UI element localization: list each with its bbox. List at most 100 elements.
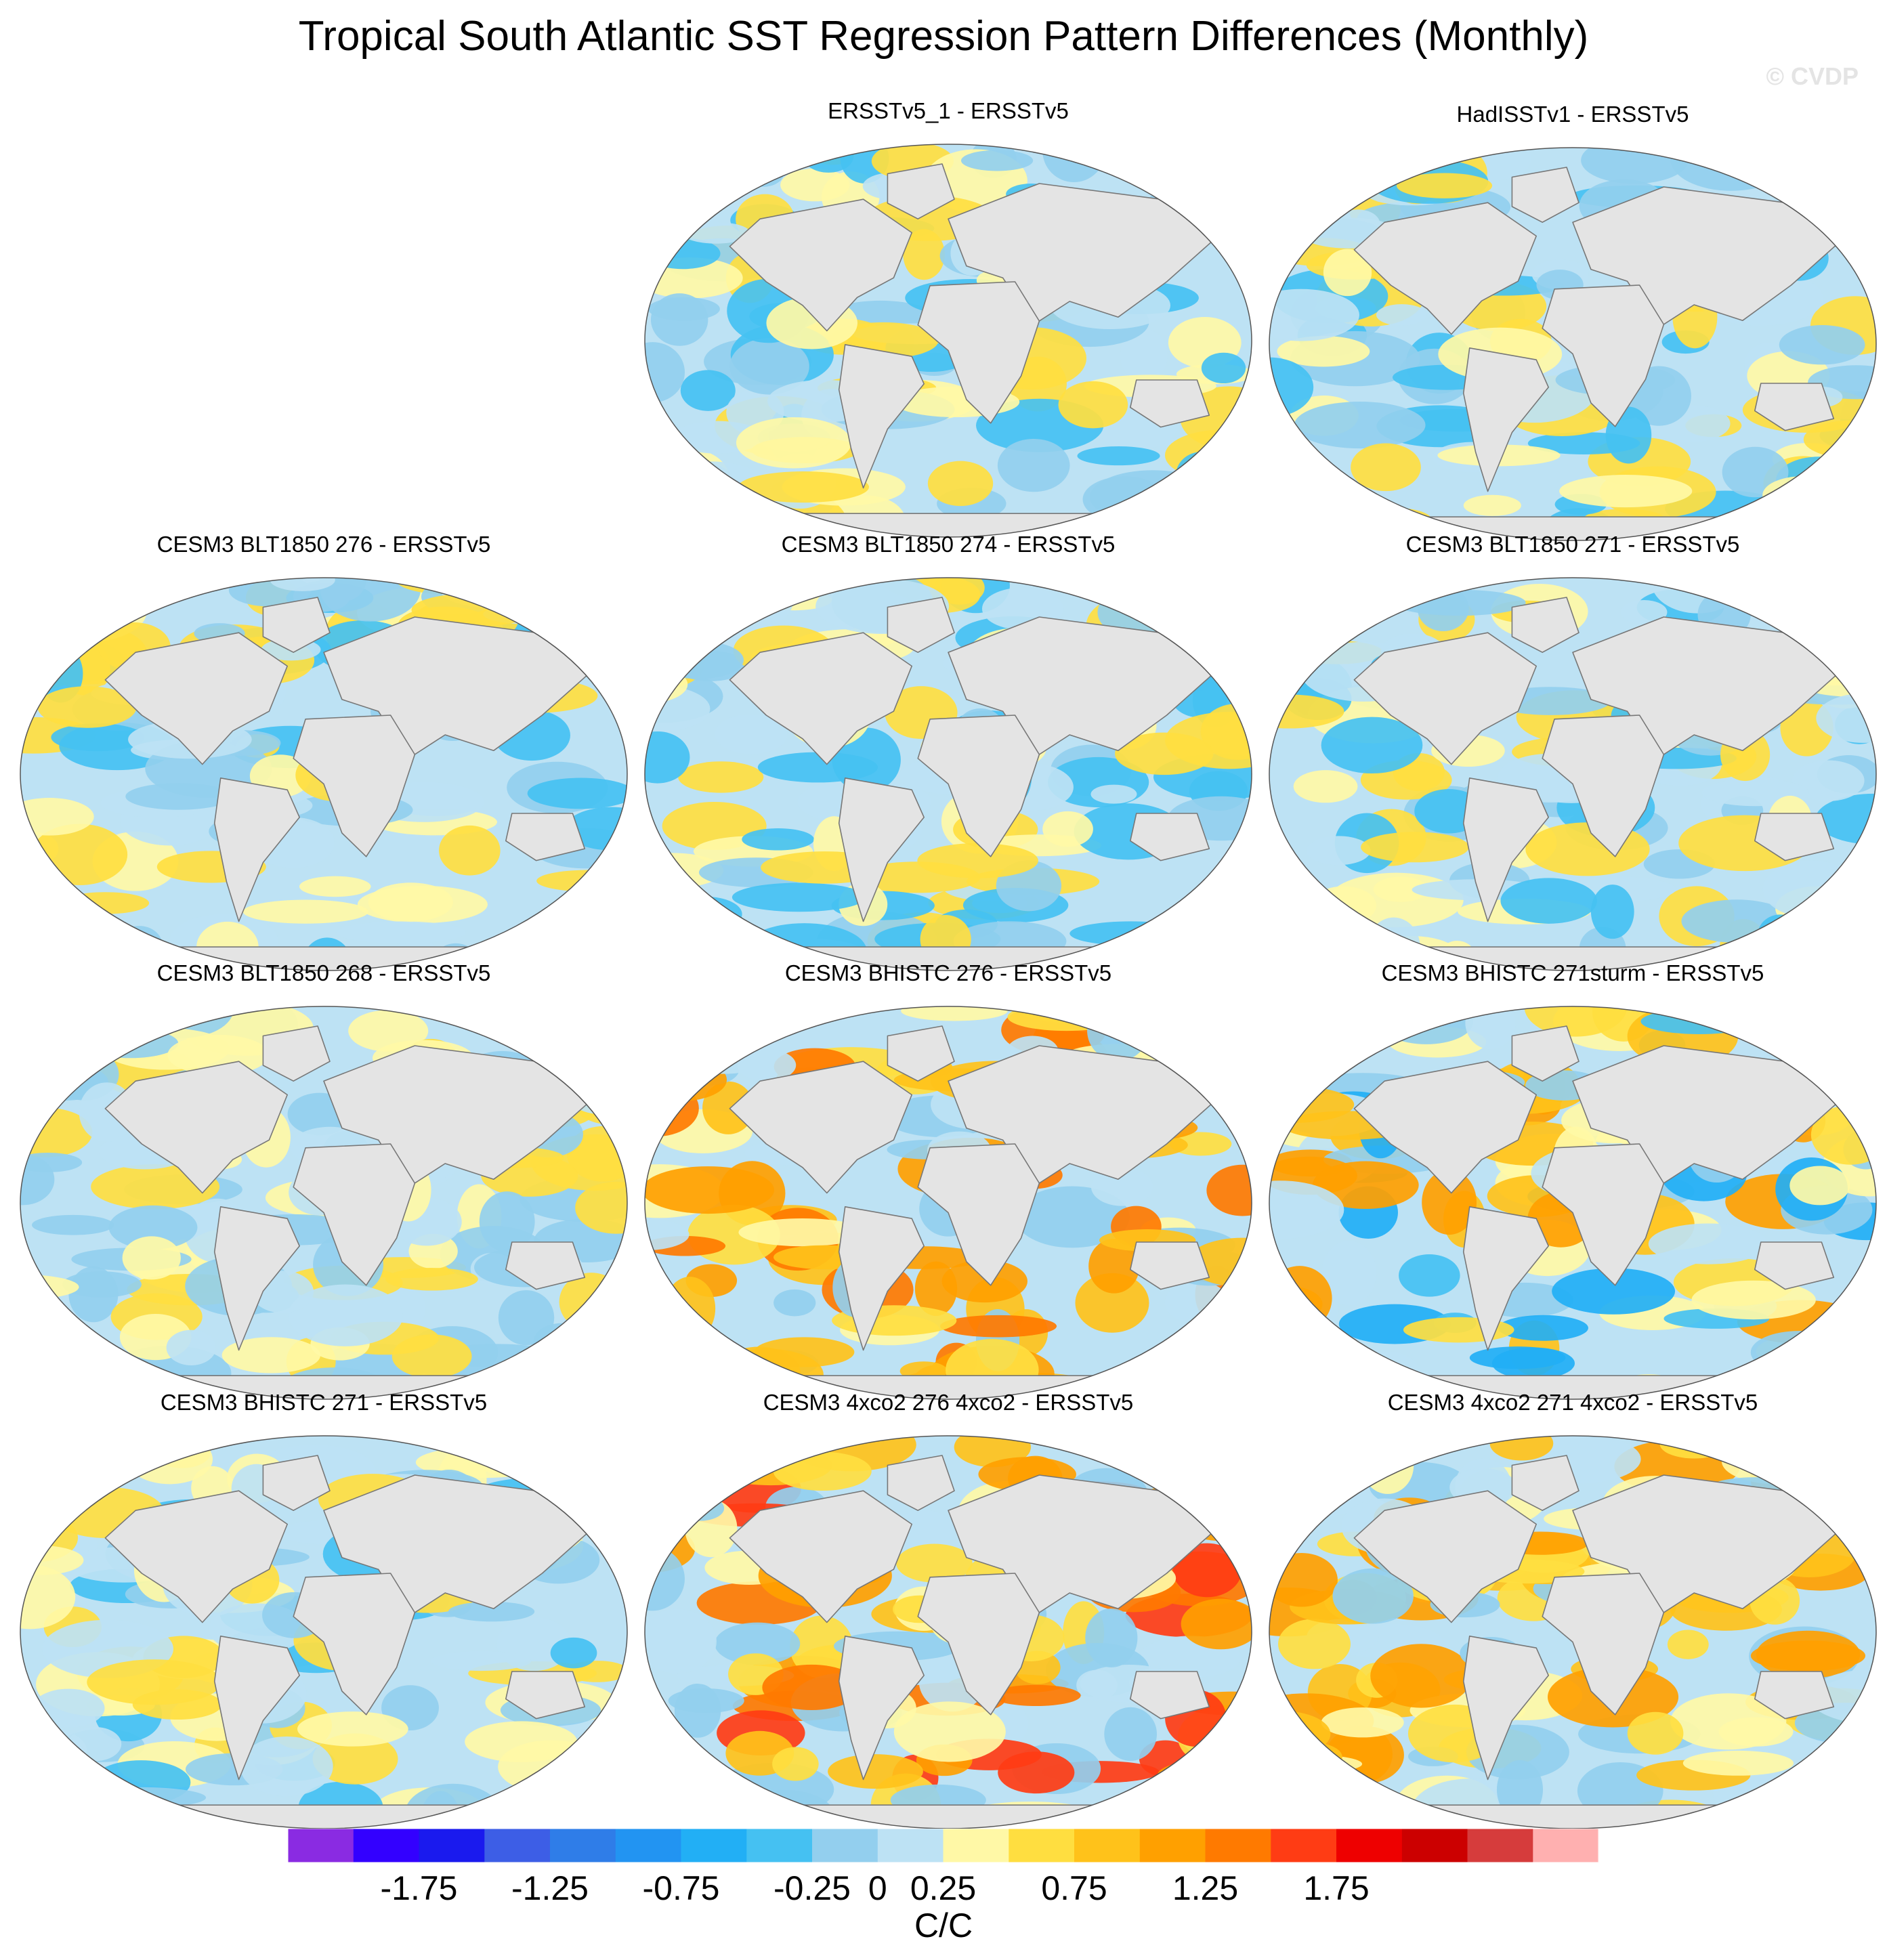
anomaly-patch xyxy=(1172,614,1218,640)
map-svg xyxy=(20,1006,628,1400)
greenland-land xyxy=(887,597,955,653)
anomaly-patch xyxy=(1058,381,1128,429)
anomaly-patch xyxy=(20,1768,110,1825)
anomaly-patch xyxy=(772,1747,819,1781)
map-panel: CESM3 BHISTC 271sturm - ERSSTv5 xyxy=(1261,960,1884,1400)
map-panel: CESM3 BLT1850 271 - ERSSTv5 xyxy=(1261,532,1884,971)
africa-land xyxy=(917,281,1040,424)
anomaly-patch xyxy=(1376,304,1427,326)
colorbar-swatch xyxy=(1467,1829,1533,1862)
north-america-land xyxy=(104,1061,288,1194)
north-america-land xyxy=(1353,1061,1537,1194)
watermark: © CVDP xyxy=(1766,62,1859,90)
colorbar-tick-label: -0.25 xyxy=(773,1869,851,1907)
colorbar-tick-label: -0.75 xyxy=(643,1869,720,1907)
anomaly-patch xyxy=(430,1650,532,1671)
anomaly-patch xyxy=(1691,1280,1816,1320)
south-america-land xyxy=(1462,1636,1549,1781)
anomaly-patch xyxy=(893,1701,1006,1762)
colorbar-swatch xyxy=(288,1829,354,1862)
anomaly-patch xyxy=(1075,1273,1149,1333)
anomaly-patch xyxy=(122,1236,181,1280)
anomaly-patch xyxy=(1667,1629,1709,1659)
south-america-land xyxy=(213,1636,300,1781)
anomaly-patch xyxy=(32,1214,114,1235)
map-panel: CESM3 4xco2 271 4xco2 - ERSSTv5 xyxy=(1261,1390,1884,1829)
australia-land xyxy=(1130,1671,1210,1720)
anomaly-patch xyxy=(368,882,453,922)
anomaly-patch xyxy=(1816,1447,1860,1474)
anomaly-patch xyxy=(270,578,335,591)
anomaly-patch xyxy=(645,1166,775,1214)
panel-title: HadISSTv1 - ERSSTv5 xyxy=(1456,102,1689,127)
anomaly-patch xyxy=(297,1711,408,1747)
anomaly-patch xyxy=(1104,1707,1158,1761)
map-panel: CESM3 BLT1850 268 - ERSSTv5 xyxy=(12,960,635,1400)
anomaly-patch xyxy=(757,752,878,783)
anomaly-patch xyxy=(221,1337,321,1373)
anomaly-patch xyxy=(1090,1167,1153,1206)
anomaly-patch xyxy=(729,338,809,395)
figure-title: Tropical South Atlantic SST Regression P… xyxy=(298,13,1589,60)
anomaly-patch xyxy=(1813,1034,1876,1078)
anomaly-patch xyxy=(1831,1436,1876,1465)
colorbar-swatch xyxy=(812,1829,878,1862)
anomaly-patch xyxy=(654,641,744,679)
colorbar-swatch xyxy=(681,1829,747,1862)
anomaly-patch xyxy=(1015,1186,1130,1248)
anomaly-patch xyxy=(1201,352,1246,384)
map-panel: ERSSTv5_1 - ERSSTv5 xyxy=(637,98,1260,538)
anomaly-patch xyxy=(762,1664,861,1711)
map-svg xyxy=(1269,147,1877,541)
anomaly-patch xyxy=(564,918,627,943)
anomaly-patch xyxy=(551,1341,627,1378)
colorbar-swatch xyxy=(1139,1829,1206,1862)
australia-land xyxy=(1754,1671,1835,1720)
anomaly-patch xyxy=(1757,914,1803,958)
colorbar-swatch xyxy=(1336,1829,1403,1862)
anomaly-patch xyxy=(960,150,1034,171)
anomaly-patch xyxy=(498,1290,555,1346)
anomaly-patch xyxy=(1302,148,1389,168)
anomaly-patch xyxy=(320,578,421,622)
map-panel: CESM3 BHISTC 276 - ERSSTv5 xyxy=(637,960,1260,1400)
anomaly-patch xyxy=(1779,325,1865,365)
anomaly-patch xyxy=(565,807,627,851)
anomaly-patch xyxy=(1285,1454,1336,1516)
anomaly-patch xyxy=(1269,210,1303,233)
anomaly-patch xyxy=(645,731,690,784)
anomaly-patch xyxy=(336,921,467,944)
anomaly-patch xyxy=(1143,1454,1185,1477)
anomaly-patch xyxy=(1181,1598,1252,1650)
anomaly-patch xyxy=(1269,1011,1313,1042)
anomaly-patch xyxy=(537,587,627,635)
anomaly-patch xyxy=(1217,865,1252,905)
anomaly-patch xyxy=(1221,1772,1252,1815)
anomaly-patch xyxy=(645,1480,711,1516)
anomaly-patch xyxy=(1082,476,1166,523)
anomaly-patch xyxy=(62,1271,142,1298)
greenland-land xyxy=(262,1025,331,1082)
anomaly-patch xyxy=(645,1058,727,1101)
greenland-land xyxy=(262,597,331,653)
anomaly-patch xyxy=(664,1277,716,1341)
colorbar-tick-label: 1.75 xyxy=(1303,1869,1369,1907)
anomaly-patch xyxy=(1200,703,1252,760)
panel-title: ERSSTv5_1 - ERSSTv5 xyxy=(828,98,1069,123)
anomaly-patch xyxy=(1627,1711,1684,1755)
anomaly-patch xyxy=(1269,492,1329,534)
anomaly-patch xyxy=(242,899,368,924)
map-outline xyxy=(20,1006,628,1400)
anomaly-patch xyxy=(1491,1347,1575,1380)
anomaly-patch xyxy=(1815,1344,1876,1373)
anomaly-patch xyxy=(997,438,1070,492)
anomaly-patch xyxy=(917,843,1038,878)
anomaly-patch xyxy=(385,1267,478,1291)
anomaly-patch xyxy=(738,471,869,503)
anomaly-patch xyxy=(645,1050,671,1115)
anomaly-patch xyxy=(312,1733,398,1785)
greenland-land xyxy=(1511,1455,1579,1511)
anomaly-patch xyxy=(1323,249,1372,297)
australia-land xyxy=(505,813,586,861)
anomaly-patch xyxy=(742,158,784,187)
